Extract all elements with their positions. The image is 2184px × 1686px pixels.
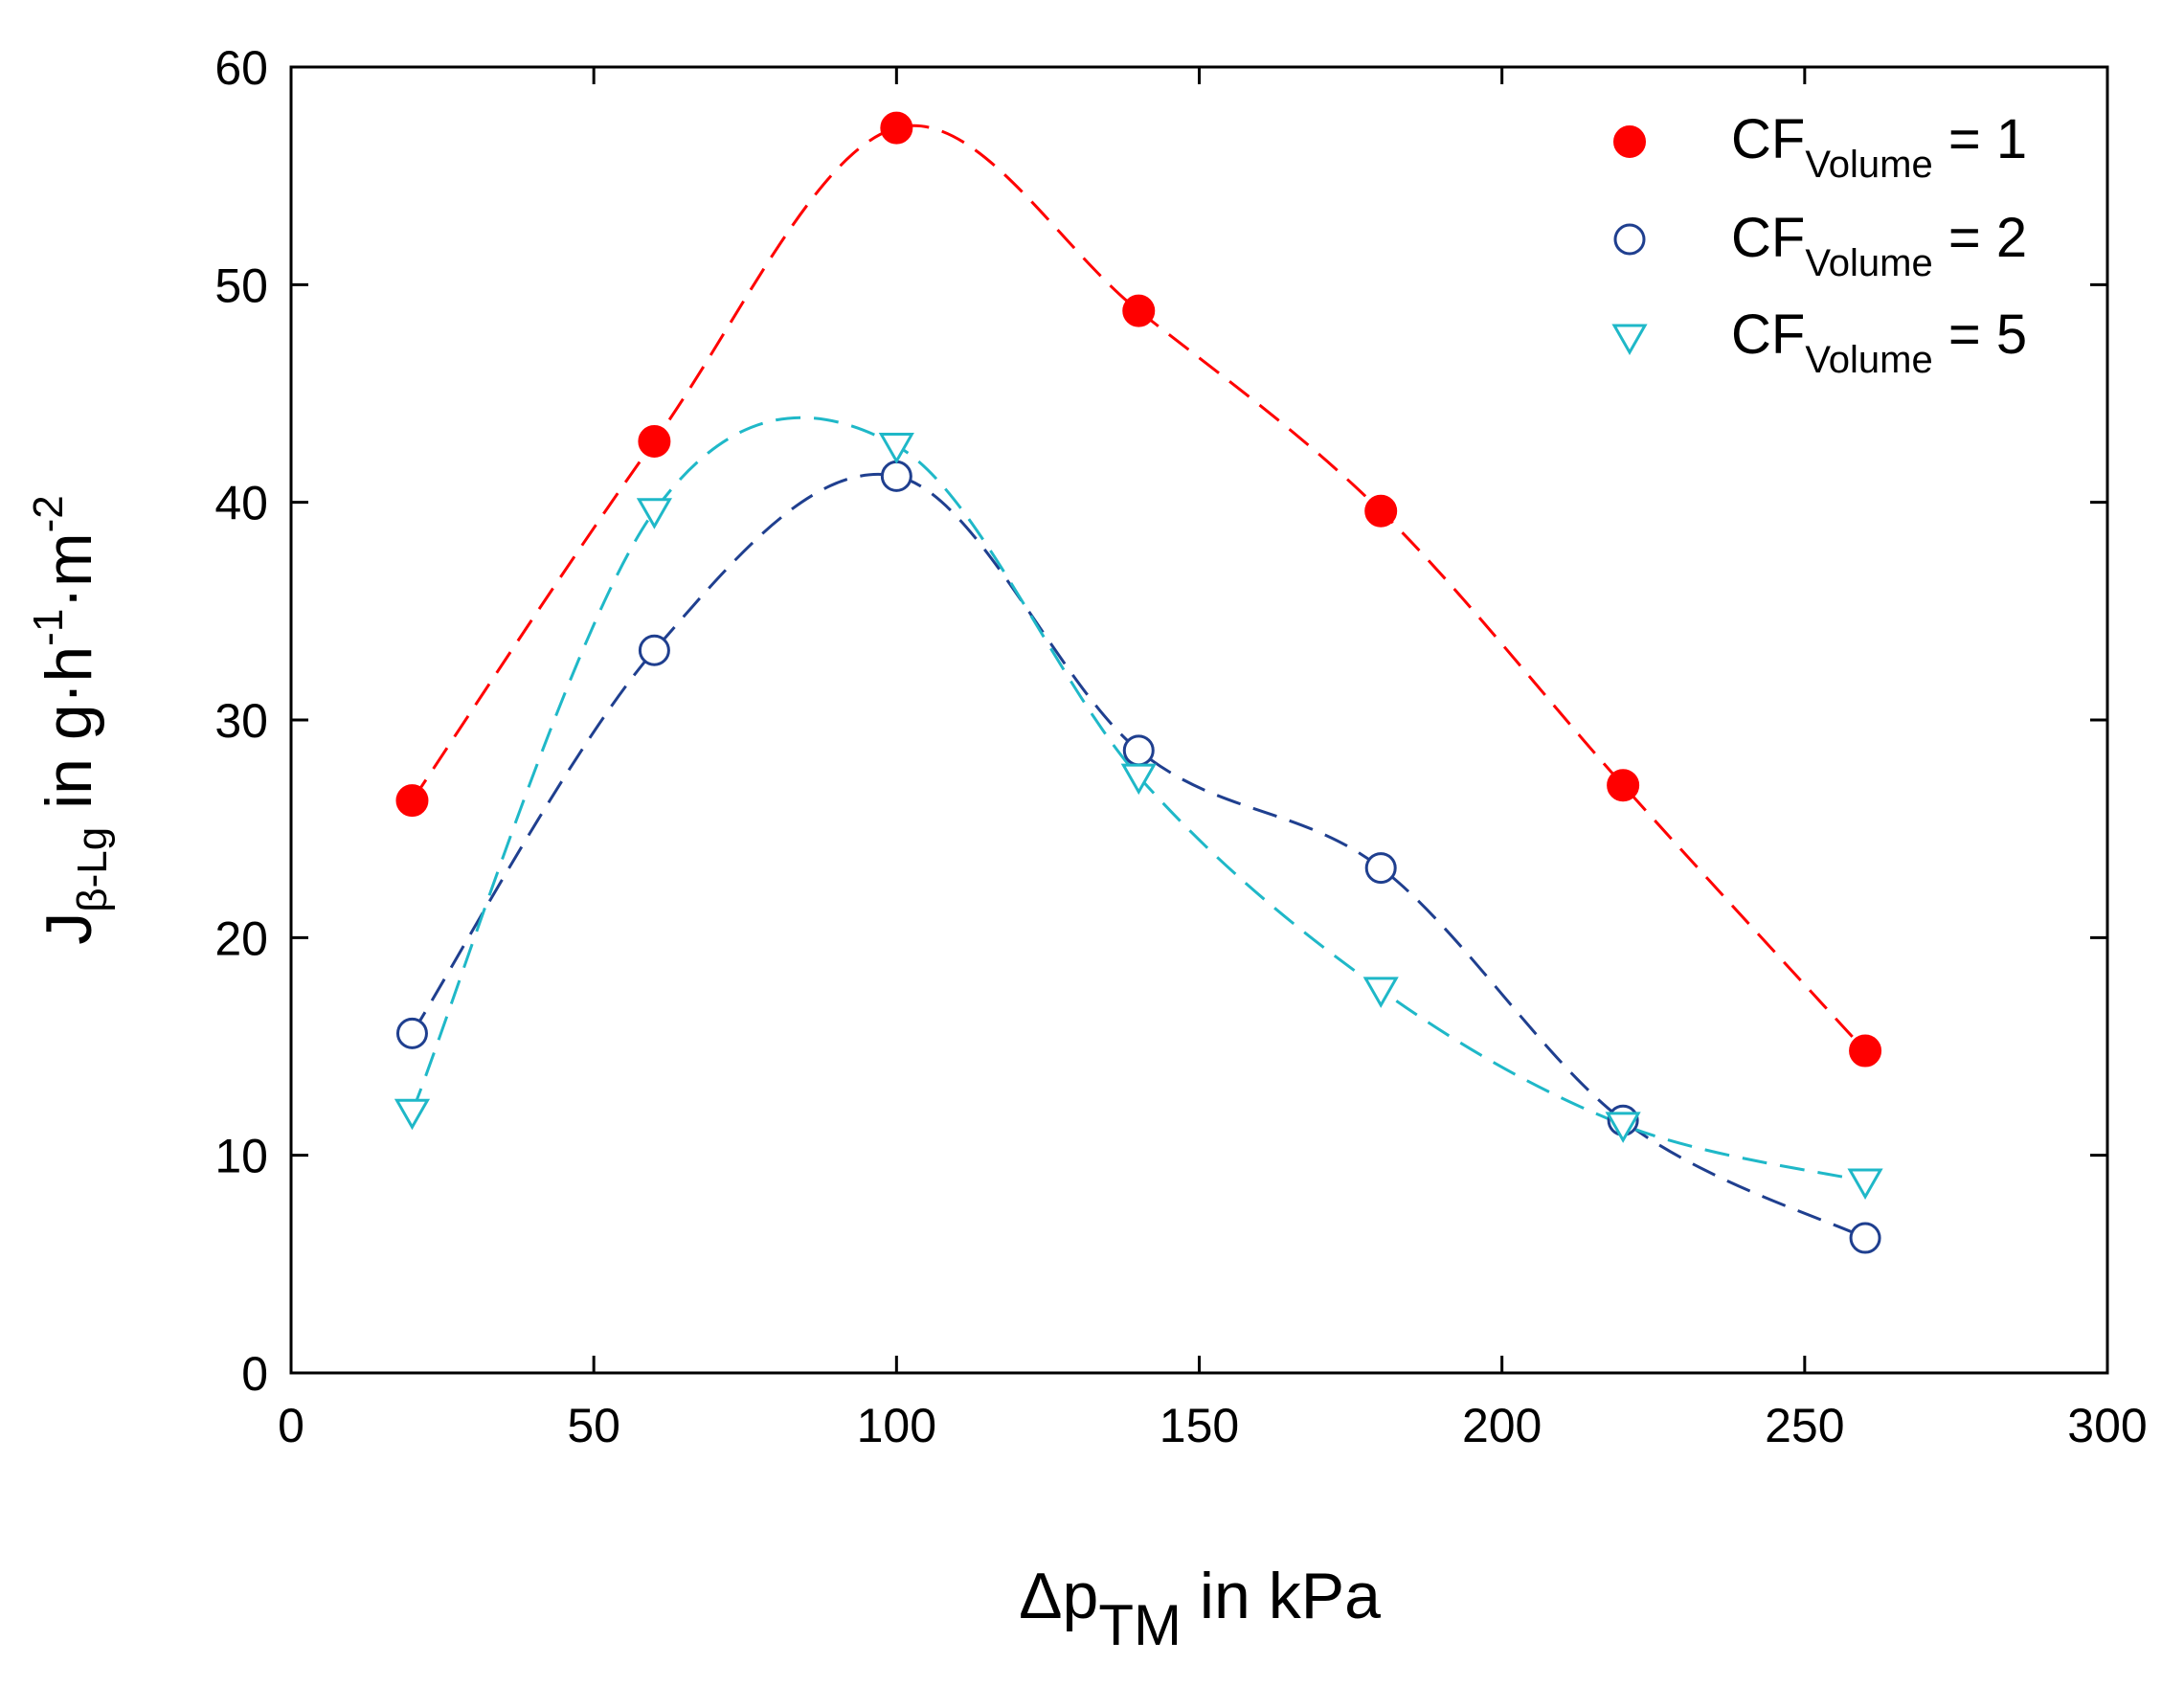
series-1-point-20 [395,784,429,818]
legend-entry-cf5: CFVolume = 5 [1611,303,2027,381]
series-markers [394,111,1883,1254]
axis-tick-labels: 0 50 100 150 200 250 300 0 10 20 30 40 50 60 [214,41,2147,1452]
legend-label-cf5-rest: = 5 [1933,303,2027,366]
x-tick-label-250: 250 [1765,1399,1844,1452]
series-2-point-140 [1122,734,1155,767]
legend-marker-cf2 [1613,223,1646,256]
series-1-point-60 [638,425,671,459]
series-1-point-100 [880,111,913,145]
y-tick-label-40: 40 [214,477,268,530]
series-3-point-180 [1362,977,1399,1008]
y-axis-title-rest-1: in g·h [33,646,105,827]
series-1-point-220 [1607,769,1640,802]
series-2-point-180 [1364,852,1397,885]
x-axis-title: ΔpTM in kPa [1019,1560,1381,1657]
y-tick-label-60: 60 [214,41,268,95]
svg-text:CFVolume = 1: CFVolume = 1 [1731,108,2027,186]
x-tick-label-50: 50 [567,1399,620,1452]
series-3-point-220 [1605,1112,1641,1143]
legend-symbol-2 [1613,223,1646,256]
series-3-point-20 [394,1098,431,1131]
series-3-point-100 [878,433,914,464]
legend-label-cf1-main: CF [1731,108,1805,170]
legend-entry-cf1: CFVolume = 1 [1613,108,2027,186]
y-tick-label-0: 0 [241,1347,268,1401]
legend-entry-cf2: CFVolume = 2 [1613,207,2027,284]
series-2-point-100 [880,460,912,492]
series-1-point-260 [1849,1034,1882,1068]
x-axis-title-rest: in kPa [1182,1560,1381,1632]
y-axis-title: Jβ-Lg in g·h-1·m-2 [25,495,116,944]
legend-label-cf2-main: CF [1731,207,1805,269]
legend-marker-cf5 [1611,324,1648,356]
y-axis-title-sup-1: -1 [25,609,72,646]
y-tick-label-10: 10 [214,1130,268,1183]
y-tick-label-20: 20 [214,911,268,965]
svg-text:CFVolume = 5: CFVolume = 5 [1731,303,2027,381]
legend-label-cf2-sub: Volume [1805,242,1932,284]
axis-ticks [289,65,2109,1375]
legend: CFVolume = 1 CFVolume = 2 CFVolume = 5 [1611,108,2027,381]
legend-symbol-3 [1611,324,1648,356]
series-2-point-20 [395,1017,428,1049]
y-axis-title-sub: β-Lg [69,827,116,912]
x-tick-label-150: 150 [1160,1399,1239,1452]
y-axis-title-rest-2: ·m [33,532,105,608]
y-tick-label-50: 50 [214,259,268,312]
x-tick-label-100: 100 [857,1399,936,1452]
series-2-point-260 [1849,1222,1881,1254]
legend-label-cf1-sub: Volume [1805,144,1932,186]
series-3-point-260 [1847,1168,1883,1200]
x-tick-label-200: 200 [1462,1399,1542,1452]
x-axis-title-main: Δp [1019,1560,1098,1632]
series-2-curve [411,473,1866,1240]
x-axis-title-sub: TM [1098,1593,1182,1657]
y-axis-title-main: J [33,912,105,945]
series-3-curve [411,416,1866,1183]
series-2-point-60 [638,634,670,666]
legend-label-cf5-main: CF [1731,303,1805,366]
legend-symbol-1 [1613,125,1646,158]
legend-label-cf1-rest: = 1 [1933,108,2027,170]
legend-marker-cf1 [1613,125,1646,158]
legend-label-cf2-rest: = 2 [1933,207,2027,269]
series-3-point-140 [1120,763,1157,796]
x-tick-label-300: 300 [2067,1399,2147,1452]
svg-text:CFVolume = 2: CFVolume = 2 [1731,207,2027,284]
series-1-point-180 [1364,494,1398,528]
y-axis-title-sup-2: -2 [25,495,72,532]
series-3-point-60 [636,498,672,529]
legend-label-cf5-sub: Volume [1805,339,1932,381]
y-tick-label-30: 30 [214,694,268,748]
series-1-point-140 [1122,294,1156,327]
x-tick-label-0: 0 [278,1399,304,1452]
